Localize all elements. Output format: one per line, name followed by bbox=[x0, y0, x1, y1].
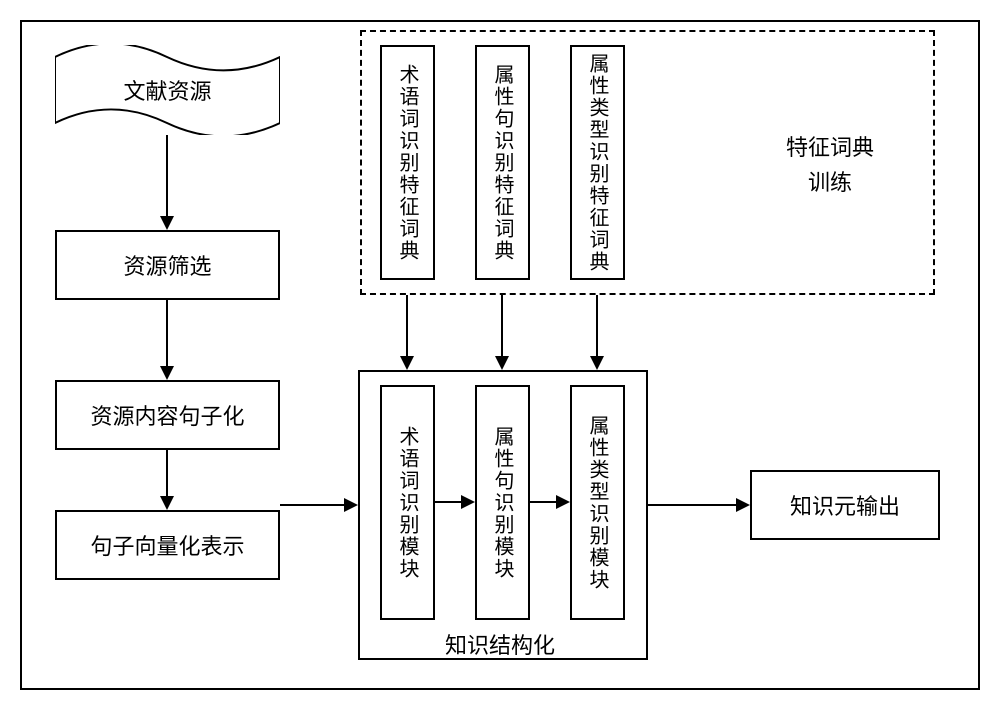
arrow-mod1-mod2-head bbox=[461, 495, 475, 509]
arrow-doc-filter-head bbox=[160, 216, 174, 230]
training-label: 特征词典 训练 bbox=[755, 130, 905, 200]
dict1-label: 术语词识别特征词典 bbox=[393, 64, 422, 262]
vectorize-node: 句子向量化表示 bbox=[55, 510, 280, 580]
sentencize-node-label: 资源内容句子化 bbox=[90, 399, 244, 431]
sentencize-node: 资源内容句子化 bbox=[55, 380, 280, 450]
arrow-struct-output-head bbox=[736, 498, 750, 512]
arrow-mod2-mod3-head bbox=[556, 495, 570, 509]
arrow-struct-output bbox=[648, 504, 736, 506]
arrow-mod2-mod3 bbox=[530, 501, 556, 503]
dict2-label: 属性句识别特征词典 bbox=[488, 64, 517, 262]
arrow-dict2-mod2-head bbox=[495, 356, 509, 370]
dict1-node: 术语词识别特征词典 bbox=[380, 45, 435, 280]
output-node: 知识元输出 bbox=[750, 470, 940, 540]
arrow-vec-struct-head bbox=[344, 498, 358, 512]
structuring-label: 知识结构化 bbox=[445, 628, 555, 660]
dict2-node: 属性句识别特征词典 bbox=[475, 45, 530, 280]
arrow-dict2-mod2 bbox=[501, 295, 503, 356]
mod3-label: 属性类型识别模块 bbox=[583, 415, 612, 591]
vectorize-node-label: 句子向量化表示 bbox=[90, 529, 244, 561]
filter-node-label: 资源筛选 bbox=[123, 249, 211, 281]
arrow-dict3-mod3-head bbox=[590, 356, 604, 370]
arrow-doc-filter bbox=[166, 135, 168, 216]
document-node-label: 文献资源 bbox=[123, 74, 211, 106]
output-node-label: 知识元输出 bbox=[790, 489, 900, 521]
mod2-label: 属性句识别模块 bbox=[488, 426, 517, 580]
arrow-dict1-mod1 bbox=[406, 295, 408, 356]
arrow-mod1-mod2 bbox=[435, 501, 461, 503]
dict3-node: 属性类型识别特征词典 bbox=[570, 45, 625, 280]
arrow-filter-sent-head bbox=[160, 366, 174, 380]
mod1-node: 术语词识别模块 bbox=[380, 385, 435, 620]
arrow-dict1-mod1-head bbox=[400, 356, 414, 370]
arrow-sent-vec-head bbox=[160, 496, 174, 510]
filter-node: 资源筛选 bbox=[55, 230, 280, 300]
arrow-dict3-mod3 bbox=[596, 295, 598, 356]
arrow-vec-struct bbox=[280, 504, 344, 506]
document-node: 文献资源 bbox=[55, 45, 280, 135]
arrow-sent-vec bbox=[166, 450, 168, 496]
mod2-node: 属性句识别模块 bbox=[475, 385, 530, 620]
arrow-filter-sent bbox=[166, 300, 168, 366]
dict3-label: 属性类型识别特征词典 bbox=[583, 53, 612, 273]
mod3-node: 属性类型识别模块 bbox=[570, 385, 625, 620]
mod1-label: 术语词识别模块 bbox=[393, 426, 422, 580]
